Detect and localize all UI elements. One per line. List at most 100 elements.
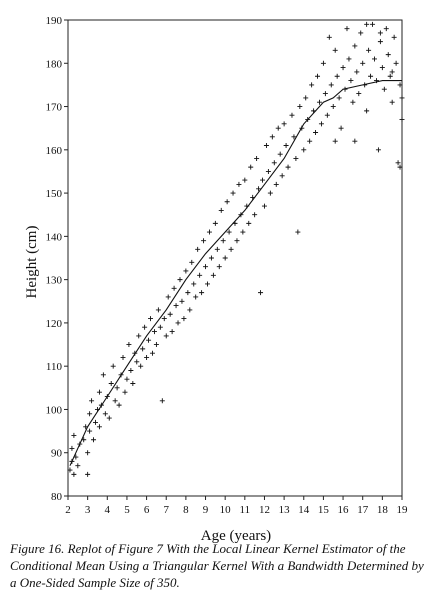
data-point (324, 112, 330, 118)
data-point (256, 186, 262, 192)
data-point (122, 389, 128, 395)
data-point (120, 355, 126, 361)
data-point (71, 432, 77, 438)
data-point (397, 164, 403, 170)
data-point (148, 316, 154, 322)
data-point (269, 134, 275, 140)
x-tick-label: 2 (65, 504, 71, 516)
data-point (379, 65, 385, 71)
data-point (352, 43, 358, 49)
y-tick-label: 140 (46, 231, 63, 243)
data-point (279, 173, 285, 179)
data-point (185, 290, 191, 296)
data-point (334, 73, 340, 79)
data-point (112, 398, 118, 404)
data-point (128, 368, 134, 374)
x-tick-label: 3 (85, 504, 91, 516)
data-point (285, 164, 291, 170)
data-point (399, 95, 405, 101)
data-point (340, 65, 346, 71)
data-point (89, 398, 95, 404)
data-point (224, 199, 230, 205)
data-point (226, 229, 232, 235)
data-point (67, 467, 73, 473)
data-point (271, 160, 277, 166)
plot-border (67, 19, 403, 497)
y-tick-label: 170 (46, 102, 63, 114)
data-point (260, 177, 266, 183)
data-point (126, 342, 132, 348)
x-tick-label: 15 (318, 504, 330, 516)
y-tick-label: 180 (46, 58, 63, 70)
data-point (291, 134, 297, 140)
data-point (360, 60, 366, 66)
x-tick-label: 5 (124, 504, 130, 516)
data-point (389, 69, 395, 75)
fitted-curve (69, 80, 402, 466)
data-point (130, 380, 136, 386)
data-point (313, 130, 319, 136)
data-point (277, 151, 283, 157)
data-point (377, 39, 383, 45)
data-point (181, 316, 187, 322)
data-point (289, 112, 295, 118)
data-point (206, 229, 212, 235)
data-point (197, 272, 203, 278)
data-point (106, 415, 112, 421)
x-tick-label: 16 (338, 504, 350, 516)
x-tick-label: 19 (397, 504, 409, 516)
data-point (75, 463, 81, 469)
data-point (187, 307, 193, 313)
data-point (258, 290, 264, 296)
data-point (87, 428, 93, 434)
data-point (320, 60, 326, 66)
data-point (151, 329, 157, 335)
y-tick-label: 110 (46, 361, 63, 373)
data-point (183, 268, 189, 274)
data-point (328, 82, 334, 88)
data-point (212, 220, 218, 226)
data-point (71, 471, 77, 477)
data-point (248, 164, 254, 170)
data-point (354, 69, 360, 75)
data-point (273, 181, 279, 187)
data-point (140, 346, 146, 352)
x-tick-label: 10 (220, 504, 232, 516)
data-point (228, 246, 234, 252)
data-point (338, 125, 344, 131)
data-point (191, 281, 197, 287)
data-point (336, 95, 342, 101)
data-point (307, 138, 313, 144)
data-point (234, 238, 240, 244)
data-point (261, 203, 267, 209)
data-point (383, 26, 389, 32)
y-tick-label: 80 (51, 491, 63, 503)
data-point (153, 342, 159, 348)
data-point (102, 411, 108, 417)
data-point (218, 207, 224, 213)
data-point (220, 238, 226, 244)
data-point (201, 238, 207, 244)
data-point (301, 147, 307, 153)
data-point (114, 385, 120, 391)
plot-frame (67, 19, 403, 497)
data-point (193, 294, 199, 300)
data-point (179, 298, 185, 304)
data-point (163, 333, 169, 339)
data-point (93, 419, 99, 425)
data-point (167, 311, 173, 317)
data-point (399, 117, 405, 123)
data-point (144, 355, 150, 361)
x-tick-label: 14 (298, 504, 310, 516)
data-point (348, 78, 354, 84)
data-point (177, 277, 183, 283)
data-point (208, 255, 214, 261)
data-point (204, 281, 210, 287)
x-tick-label: 13 (279, 504, 291, 516)
data-point (199, 290, 205, 296)
data-point (283, 142, 289, 148)
x-axis-title: Age (years) (201, 528, 271, 544)
data-point (265, 168, 271, 174)
y-axis-ticks: 80 90 100 110 120 130 140 150 160 170 180 190 (46, 15, 68, 503)
data-point (303, 95, 309, 101)
